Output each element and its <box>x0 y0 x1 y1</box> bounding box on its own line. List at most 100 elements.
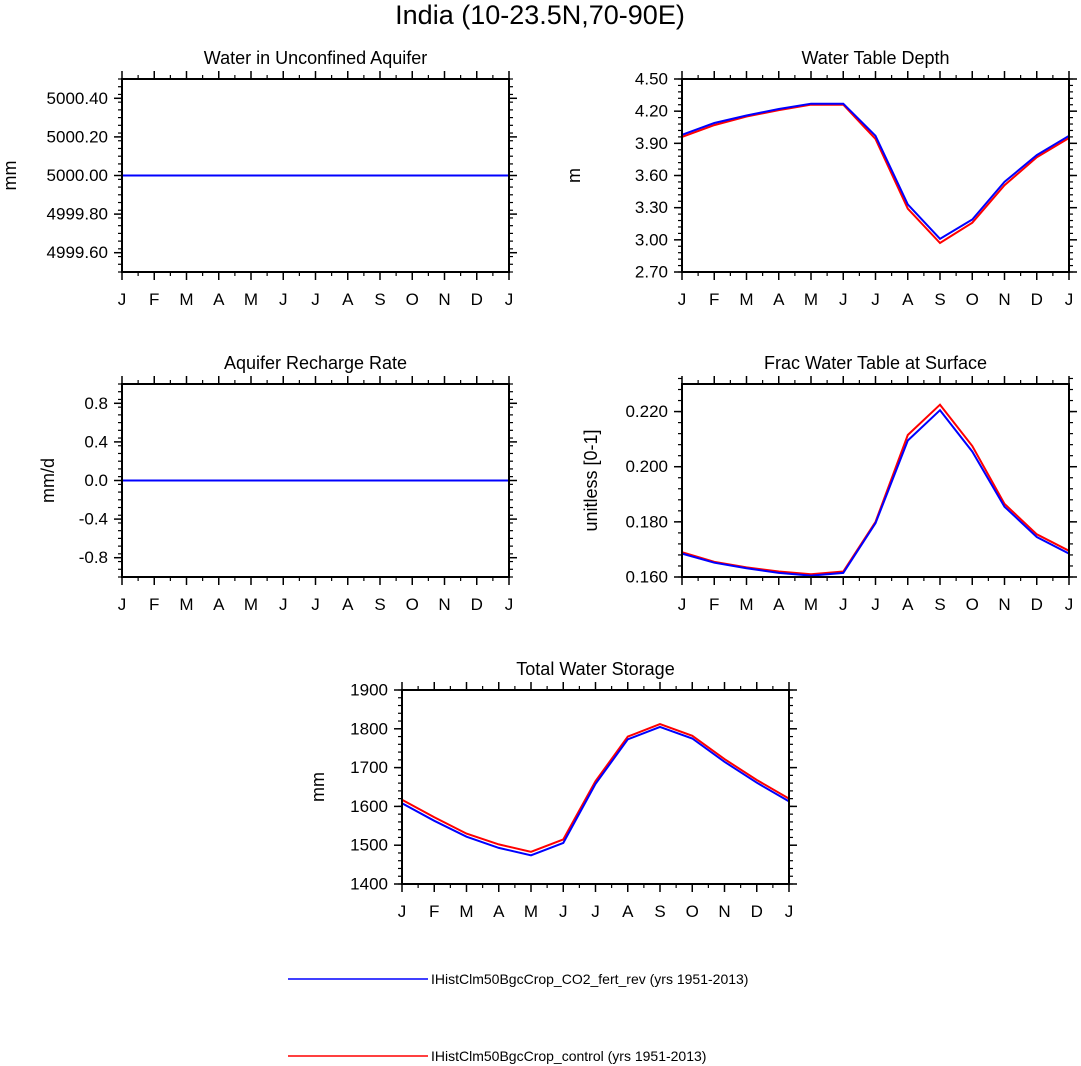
y-axis-label: unitless [0-1] <box>581 429 601 531</box>
x-tick-label: M <box>739 290 753 309</box>
x-tick-label: J <box>591 902 600 921</box>
x-tick-label: M <box>739 595 753 614</box>
y-tick-label: 4.20 <box>635 102 668 121</box>
series-line <box>681 408 1070 577</box>
y-tick-label: 1400 <box>350 875 388 894</box>
y-tick-label: -0.8 <box>79 548 108 567</box>
x-tick-label: D <box>1031 595 1043 614</box>
x-tick-label: S <box>934 290 945 309</box>
legend: IHistClm50BgcCrop_CO2_fert_rev (yrs 1951… <box>288 971 748 1064</box>
chart-panel: Frac Water Table at Surface unitless [0-1… <box>581 353 1077 614</box>
series-line <box>681 403 1070 576</box>
y-tick-label: 1900 <box>350 681 388 700</box>
x-tick-label: N <box>718 902 730 921</box>
series-line <box>401 723 790 853</box>
x-tick-label: A <box>773 595 785 614</box>
y-axis-label: mm/d <box>38 458 58 503</box>
y-tick-label: 5000.20 <box>47 127 108 146</box>
x-tick-label: O <box>406 595 419 614</box>
x-tick-label: J <box>398 902 407 921</box>
x-tick-label: S <box>934 595 945 614</box>
x-tick-label: J <box>118 595 127 614</box>
y-tick-label: 1500 <box>350 836 388 855</box>
y-axis-label: mm <box>308 772 328 802</box>
plot-frame <box>681 383 1070 578</box>
series-line <box>681 103 1070 245</box>
x-tick-label: M <box>244 595 258 614</box>
x-tick-label: A <box>902 290 914 309</box>
x-tick-label: A <box>213 290 225 309</box>
x-tick-label: F <box>709 290 719 309</box>
y-tick-label: -0.4 <box>79 510 108 529</box>
x-tick-label: M <box>804 290 818 309</box>
x-tick-label: F <box>149 290 159 309</box>
panel-title: Aquifer Recharge Rate <box>224 353 407 373</box>
x-tick-label: J <box>505 595 514 614</box>
x-tick-label: M <box>179 595 193 614</box>
x-tick-label: J <box>279 595 288 614</box>
x-tick-label: J <box>839 290 848 309</box>
x-tick-label: J <box>871 290 880 309</box>
x-tick-label: F <box>429 902 439 921</box>
panel-title: Frac Water Table at Surface <box>764 353 987 373</box>
x-tick-label: S <box>374 595 385 614</box>
x-tick-label: A <box>902 595 914 614</box>
x-tick-label: N <box>998 290 1010 309</box>
x-tick-label: J <box>279 290 288 309</box>
y-tick-label: 3.00 <box>635 230 668 249</box>
y-tick-label: 4999.60 <box>47 243 108 262</box>
y-tick-label: 0.8 <box>84 394 108 413</box>
legend-entry: IHistClm50BgcCrop_control (yrs 1951-2013… <box>288 1048 706 1064</box>
y-tick-label: 0.220 <box>625 402 668 421</box>
y-tick-label: 1700 <box>350 758 388 777</box>
series-line <box>681 102 1070 241</box>
y-tick-label: 0.180 <box>625 512 668 531</box>
y-tick-label: 5000.40 <box>47 89 108 108</box>
legend-label: IHistClm50BgcCrop_CO2_fert_rev (yrs 1951… <box>431 971 748 987</box>
x-tick-label: M <box>459 902 473 921</box>
y-axis-label: m <box>564 168 584 183</box>
x-tick-label: O <box>966 595 979 614</box>
x-tick-label: J <box>505 290 514 309</box>
y-tick-label: 4.50 <box>635 70 668 89</box>
x-tick-label: J <box>1065 290 1074 309</box>
x-tick-label: M <box>524 902 538 921</box>
y-tick-label: 5000.00 <box>47 166 108 185</box>
x-tick-label: N <box>438 290 450 309</box>
x-tick-label: A <box>342 290 354 309</box>
x-tick-label: O <box>966 290 979 309</box>
y-tick-label: 1800 <box>350 719 388 738</box>
y-tick-label: 4999.80 <box>47 205 108 224</box>
x-tick-label: M <box>804 595 818 614</box>
legend-label: IHistClm50BgcCrop_control (yrs 1951-2013… <box>431 1048 706 1064</box>
y-tick-label: 0.200 <box>625 457 668 476</box>
x-tick-label: M <box>179 290 193 309</box>
x-tick-label: N <box>998 595 1010 614</box>
x-tick-label: A <box>213 595 225 614</box>
x-tick-label: J <box>1065 595 1074 614</box>
x-tick-label: S <box>374 290 385 309</box>
x-tick-label: M <box>244 290 258 309</box>
x-tick-label: F <box>709 595 719 614</box>
y-tick-label: 0.4 <box>84 432 108 451</box>
x-tick-label: J <box>559 902 568 921</box>
x-tick-label: A <box>493 902 505 921</box>
x-tick-label: J <box>311 290 320 309</box>
x-tick-label: J <box>678 595 687 614</box>
panel-title: Water in Unconfined Aquifer <box>204 48 427 68</box>
x-tick-label: D <box>1031 290 1043 309</box>
x-tick-label: J <box>785 902 794 921</box>
x-tick-label: A <box>622 902 634 921</box>
x-tick-label: S <box>654 902 665 921</box>
y-tick-label: 3.30 <box>635 198 668 217</box>
x-tick-label: A <box>773 290 785 309</box>
panel-title: Total Water Storage <box>516 659 674 679</box>
y-tick-label: 0.0 <box>84 471 108 490</box>
legend-entry: IHistClm50BgcCrop_CO2_fert_rev (yrs 1951… <box>288 971 748 987</box>
plot-frame <box>401 689 790 885</box>
y-tick-label: 2.70 <box>635 263 668 282</box>
